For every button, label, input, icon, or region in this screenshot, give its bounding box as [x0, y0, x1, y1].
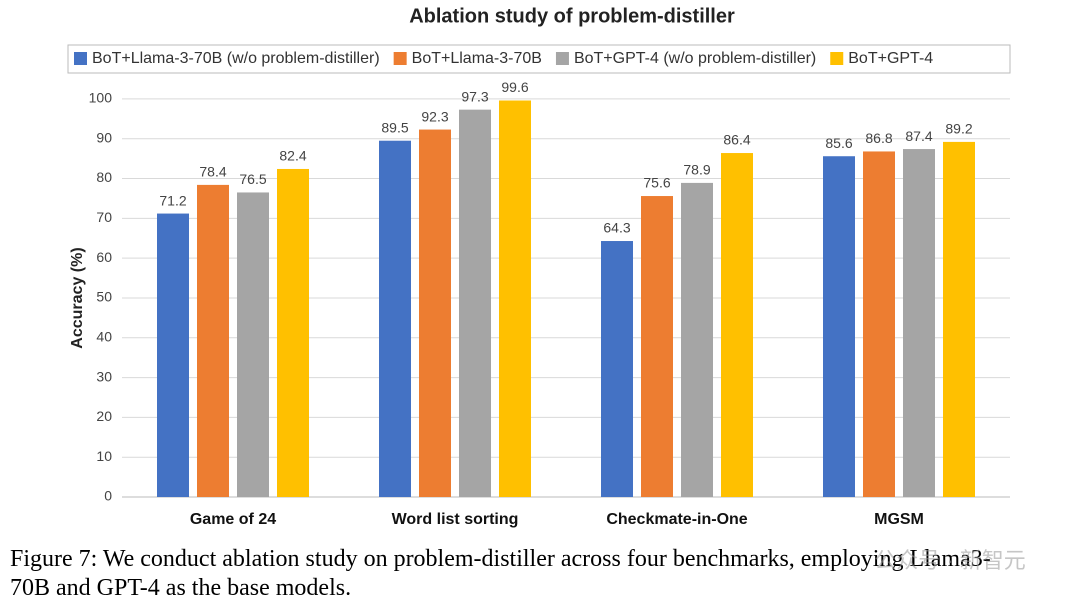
value-label: 75.6	[643, 175, 670, 191]
y-tick-label: 50	[96, 289, 112, 305]
bar	[459, 109, 491, 498]
value-label: 85.6	[825, 135, 852, 151]
bar	[157, 213, 189, 497]
bar	[681, 182, 713, 497]
caption-line: Figure 7: We conduct ablation study on p…	[10, 546, 991, 572]
bar	[903, 149, 935, 497]
legend-label: BoT+GPT-4 (w/o problem-distiller)	[574, 50, 816, 67]
chart-title: Ablation study of problem-distiller	[409, 5, 735, 27]
legend-label: BoT+Llama-3-70B	[412, 50, 542, 67]
y-tick-label: 100	[89, 90, 113, 106]
bar	[197, 184, 229, 498]
x-tick-label: Checkmate-in-One	[606, 511, 747, 528]
y-tick-label: 20	[96, 408, 112, 424]
caption-line: 70B and GPT-4 as the base models.	[10, 575, 351, 601]
bar	[237, 192, 269, 497]
bar	[419, 129, 451, 497]
x-tick-label: Game of 24	[190, 511, 276, 528]
value-label: 89.2	[945, 121, 972, 137]
bar	[277, 168, 309, 497]
bar	[943, 141, 975, 497]
y-tick-label: 30	[96, 368, 112, 384]
bar	[641, 196, 673, 498]
watermark: 公众号 · 新智元	[874, 548, 1026, 573]
legend-label: BoT+Llama-3-70B (w/o problem-distiller)	[92, 50, 380, 67]
value-label: 87.4	[905, 128, 932, 144]
value-label: 76.5	[239, 171, 266, 187]
bar	[823, 156, 855, 497]
y-tick-label: 40	[96, 328, 112, 344]
x-tick-label: Word list sorting	[392, 511, 519, 528]
x-tick-label: MGSM	[874, 511, 924, 528]
legend-label: BoT+GPT-4	[848, 50, 933, 67]
value-label: 97.3	[461, 88, 488, 104]
value-label: 99.6	[501, 79, 528, 95]
y-axis-label: Accuracy (%)	[69, 247, 86, 348]
bar	[379, 140, 411, 497]
legend-swatch	[830, 52, 844, 65]
value-label: 64.3	[603, 220, 630, 236]
bar	[721, 153, 753, 497]
legend-swatch	[74, 52, 87, 65]
y-tick-label: 90	[96, 129, 112, 145]
value-label: 92.3	[421, 108, 448, 124]
y-tick-label: 70	[96, 209, 112, 225]
y-tick-label: 0	[104, 488, 112, 504]
value-label: 82.4	[279, 148, 306, 164]
value-label: 71.2	[159, 192, 186, 208]
legend-box	[67, 44, 1011, 74]
bar	[499, 100, 531, 498]
y-tick-label: 80	[96, 169, 112, 185]
value-label: 78.4	[199, 164, 226, 180]
value-label: 89.5	[381, 119, 408, 135]
y-tick-label: 10	[96, 448, 112, 464]
value-label: 86.8	[865, 130, 892, 146]
value-label: 86.4	[723, 132, 750, 148]
y-tick-label: 60	[96, 249, 112, 265]
legend-swatch	[555, 52, 569, 65]
bar	[863, 151, 895, 497]
value-label: 78.9	[683, 162, 710, 178]
legend-swatch	[393, 52, 407, 65]
bar	[601, 241, 633, 497]
